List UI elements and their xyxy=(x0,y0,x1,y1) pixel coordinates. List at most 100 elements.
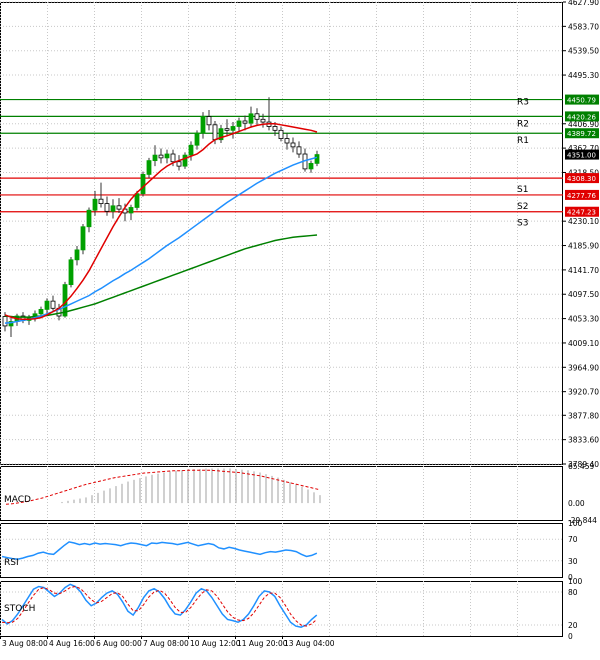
level-price-label-s3: 4247.23 xyxy=(567,209,596,217)
level-price-label-r3: 4450.79 xyxy=(567,97,596,105)
candle-body xyxy=(74,249,80,261)
macd-y-tick-label: 0.00 xyxy=(568,499,585,508)
y-tick-label: 3877.80 xyxy=(568,411,599,420)
candle-body xyxy=(182,154,188,167)
macd-title: MACD xyxy=(4,495,31,505)
candle-body xyxy=(80,226,86,251)
candle-body xyxy=(50,300,56,309)
candle-body xyxy=(284,138,290,144)
candle-body xyxy=(44,300,50,310)
candle-body xyxy=(116,205,122,210)
candle-body xyxy=(212,124,218,141)
level-name-s1: S1 xyxy=(517,185,528,195)
candle-body xyxy=(164,153,170,159)
candle-body xyxy=(86,209,92,228)
y-tick-label: 3920.70 xyxy=(568,388,599,397)
y-tick-label: 4495.30 xyxy=(568,71,599,80)
candle-body xyxy=(68,259,74,285)
candle-body xyxy=(314,154,320,164)
ma-slow-line xyxy=(4,234,318,318)
y-tick-label: 4009.10 xyxy=(568,339,599,348)
rsi-y-tick-label: 30 xyxy=(568,557,578,566)
y-tick-label: 4406.90 xyxy=(568,120,599,129)
candle-body xyxy=(8,321,14,327)
level-price-tag-r3 xyxy=(565,94,599,105)
stoch-y-tick-label: 100 xyxy=(568,577,583,586)
candle-body xyxy=(230,126,236,131)
y-tick-label: 4185.90 xyxy=(568,242,599,251)
candle-body xyxy=(188,144,194,156)
candle-body xyxy=(218,128,224,141)
candle-body xyxy=(272,126,278,131)
y-tick-label: 4318.50 xyxy=(568,168,599,177)
candle-body xyxy=(278,129,284,139)
candle-body xyxy=(200,116,206,134)
candle-body xyxy=(110,205,116,212)
candle-body xyxy=(134,193,140,208)
stoch-title: STOCH xyxy=(4,604,35,614)
candle-body xyxy=(104,203,110,212)
y-tick-label: 3833.60 xyxy=(568,436,599,445)
level-price-label-s2: 4277.76 xyxy=(567,192,596,200)
candle-body xyxy=(224,128,230,131)
y-tick-label: 4053.30 xyxy=(568,315,599,324)
x-tick-label: 6 Aug 00:00 xyxy=(96,639,142,648)
current-price-label: 4351.00 xyxy=(567,152,596,160)
candle-body xyxy=(296,146,302,155)
rsi-y-tick-label: 70 xyxy=(568,535,578,544)
level-price-tag-s2 xyxy=(565,189,599,200)
candle-body xyxy=(194,132,200,146)
level-name-r2: R2 xyxy=(517,119,529,129)
candle-body xyxy=(92,198,98,211)
y-tick-label: 4230.10 xyxy=(568,217,599,226)
candle-body xyxy=(260,118,266,123)
y-tick-label: 3964.90 xyxy=(568,363,599,372)
candle-body xyxy=(158,154,164,159)
panel-frame-macd xyxy=(0,466,563,521)
candle-body xyxy=(248,113,254,124)
x-tick-label: 3 Aug 08:00 xyxy=(2,639,48,648)
macd-y-tick-label: -29.844 xyxy=(568,516,597,525)
level-name-r3: R3 xyxy=(517,98,529,108)
candle-body xyxy=(98,198,104,205)
level-name-r1: R1 xyxy=(517,136,529,146)
x-tick-label: 7 Aug 08:00 xyxy=(143,639,189,648)
stoch-y-tick-label: 0 xyxy=(568,632,573,641)
candle-body xyxy=(128,207,134,214)
x-tick-label: 13 Aug 04:00 xyxy=(284,639,335,648)
candle-body xyxy=(236,120,242,127)
level-price-label-r1: 4389.72 xyxy=(567,130,596,138)
y-tick-label: 4097.50 xyxy=(568,290,599,299)
rsi-line xyxy=(1,541,318,560)
y-tick-label: 4583.70 xyxy=(568,22,599,31)
candle-body xyxy=(242,120,248,124)
candle-body xyxy=(290,142,296,148)
y-tick-label: 4141.70 xyxy=(568,266,599,275)
level-price-tag-s1 xyxy=(565,173,599,184)
ma-mid-line xyxy=(4,156,318,324)
level-price-tag-r1 xyxy=(565,128,599,139)
candle-body xyxy=(170,153,176,163)
level-price-label-r2: 4420.26 xyxy=(567,113,596,121)
rsi-title: RSI xyxy=(4,558,19,568)
stoch-signal-line xyxy=(1,585,318,627)
level-price-tag-s3 xyxy=(565,206,599,217)
candle-body xyxy=(254,113,260,120)
stoch-y-tick-label: 80 xyxy=(568,588,578,597)
stoch-y-tick-label: 20 xyxy=(568,621,578,630)
y-tick-label: 4539.50 xyxy=(568,47,599,56)
x-tick-label: 10 Aug 12:00 xyxy=(190,639,241,648)
y-tick-label: 4627.90 xyxy=(568,0,599,7)
macd-y-tick-label: 65.459 xyxy=(568,462,594,471)
x-tick-label: 11 Aug 20:00 xyxy=(237,639,288,648)
candle-body xyxy=(38,308,44,315)
candle-body xyxy=(176,161,182,167)
y-tick-label: 3789.40 xyxy=(568,460,599,469)
level-name-s3: S3 xyxy=(517,219,528,229)
stoch-main-line xyxy=(1,583,318,628)
ma-fast-line xyxy=(4,122,318,321)
macd-signal-line xyxy=(5,469,319,505)
y-tick-label: 4362.70 xyxy=(568,144,599,153)
